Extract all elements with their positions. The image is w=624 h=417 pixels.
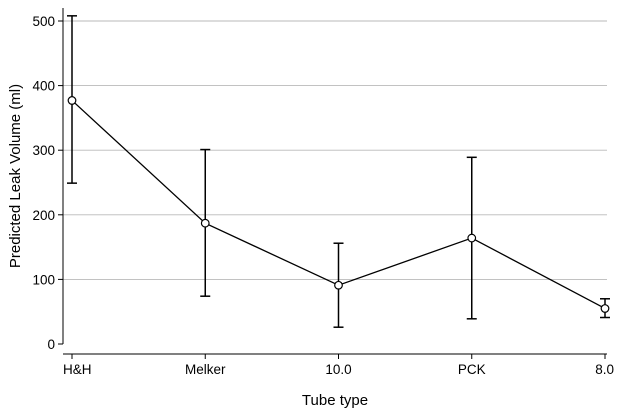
grid-lines [63, 20, 607, 280]
x-axis-title: Tube type [302, 392, 368, 409]
data-point [467, 233, 477, 243]
x-tick-label: PCK [458, 362, 486, 377]
y-tick-label: 300 [32, 143, 55, 158]
y-axis-title: Predicted Leak Volume (ml) [7, 84, 24, 268]
markers [67, 96, 610, 313]
y-tick-label: 500 [32, 14, 55, 29]
y-ticks: 0 100 200 300 400 500 [32, 14, 63, 352]
data-point [334, 280, 343, 290]
data-point [200, 218, 210, 228]
data-point [67, 96, 77, 105]
y-tick-label: 0 [47, 337, 55, 352]
x-tick-label: 10.0 [325, 362, 351, 377]
data-point [600, 304, 610, 313]
x-tick-label: H&H [63, 362, 92, 377]
y-tick-label: 200 [32, 208, 55, 223]
y-tick-label: 400 [32, 79, 55, 94]
x-tick-label: 8.0 [595, 362, 614, 377]
axes [62, 8, 607, 355]
x-tick-label: Melker [185, 362, 226, 377]
x-ticks: H&H Melker 10.0 PCK 8.0 [63, 354, 614, 377]
y-tick-label: 100 [32, 272, 55, 287]
